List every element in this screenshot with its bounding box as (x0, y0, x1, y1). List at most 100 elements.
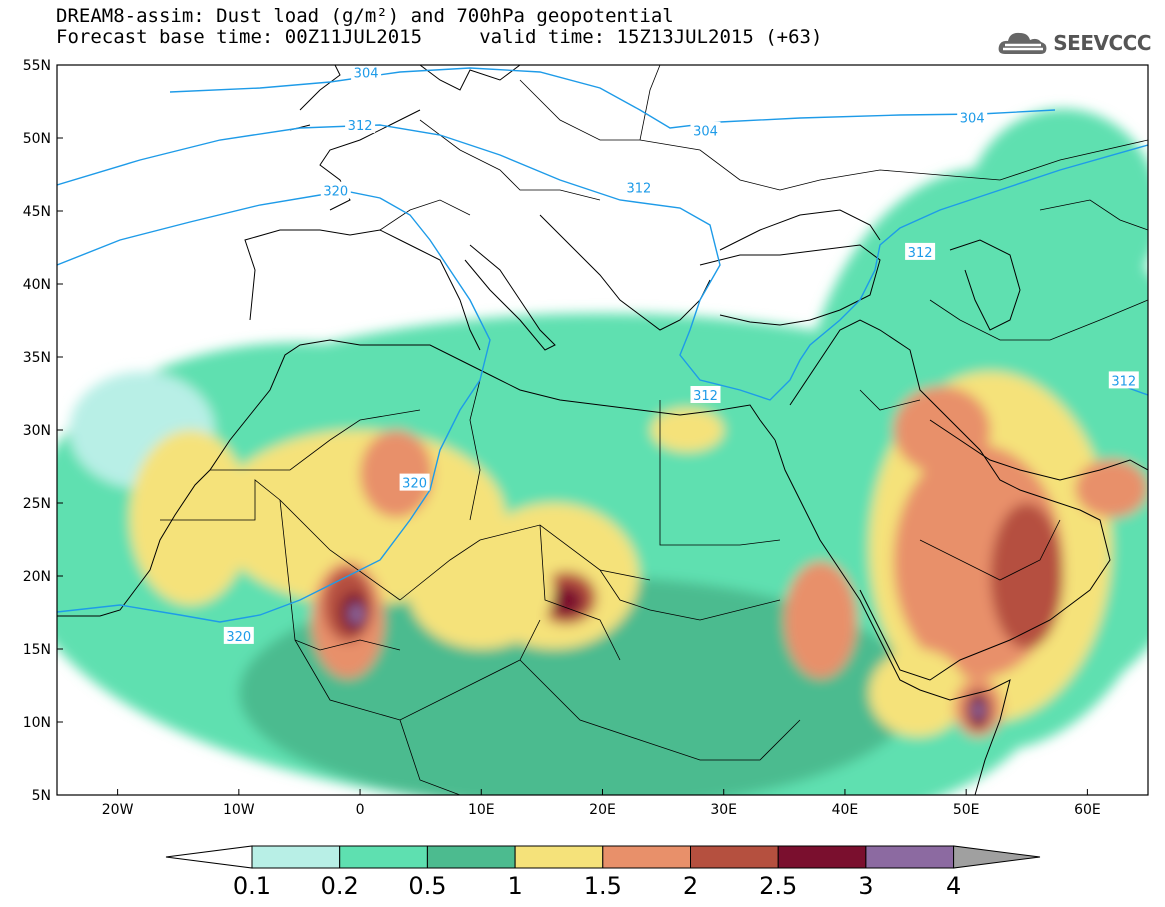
lat-tick-label: 25N (23, 496, 51, 512)
contour-label-bg (905, 242, 936, 260)
lat-tick-label: 50N (23, 131, 51, 147)
lon-tick-label: 0 (356, 802, 365, 818)
geopotential-contours (57, 67, 1148, 623)
cloud-logo-icon (998, 32, 1047, 54)
colorbar-label: 0.1 (233, 872, 271, 900)
coastline-italy (464, 244, 556, 351)
lat-tick-label: 5N (32, 788, 51, 804)
coastline-persian-gulf (929, 419, 1148, 481)
lat-tick-label: 40N (23, 277, 51, 293)
coastline-scandinavia (419, 65, 521, 91)
contour-304 (169, 67, 1056, 129)
contour-label-bg (351, 63, 382, 81)
contour-320 (57, 191, 491, 623)
colorbar-label: 3 (858, 872, 873, 900)
contour-label: 304 (354, 66, 379, 81)
dust-region (360, 430, 433, 518)
dust-region (1075, 459, 1148, 518)
lon-tick-label: 30E (710, 802, 737, 818)
lat-tick-label: 30N (23, 423, 51, 439)
dust-region (129, 429, 251, 606)
contour-label-bg (623, 178, 654, 196)
coastline-caspian (949, 239, 1021, 331)
dust-region (869, 649, 967, 737)
contour-label: 312 (1111, 374, 1136, 389)
dust-region (972, 701, 985, 720)
contour-label-bg (690, 386, 721, 403)
dust-region (966, 108, 1148, 314)
dust-field (57, 108, 1148, 795)
colorbar-label: 0.2 (321, 872, 359, 900)
coastline-africa-east (774, 439, 1011, 795)
colorbar-swatch (602, 845, 691, 869)
dust-region (990, 503, 1064, 649)
dust-region (549, 586, 584, 616)
lon-tick-label: 10W (223, 802, 255, 818)
contour-label-bg (320, 181, 351, 199)
dust-region (408, 532, 554, 649)
contour-label-bg (690, 121, 721, 139)
coastline-balkans (539, 214, 711, 331)
coastline-turkey (699, 244, 881, 326)
coastline-africa-west (57, 339, 776, 617)
colorbar-swatch (426, 845, 516, 869)
contour-label: 312 (908, 246, 933, 261)
coastline-arabia (789, 319, 1111, 681)
lat-tick-label: 20N (23, 569, 51, 585)
lat-tick-label: 55N (23, 58, 51, 74)
brand-name: SEEVCCC (1053, 31, 1151, 55)
contour-label-bg (957, 108, 988, 126)
colorbar-label: 0.5 (408, 872, 446, 900)
contour-label: 304 (693, 125, 718, 140)
contour-label-bg (399, 473, 430, 491)
longitude-axis: 20W 10W 0 10E 20E 30E 40E 50E 60E (102, 789, 1101, 818)
contour-label: 320 (323, 185, 348, 200)
colorbar-swatch (251, 845, 341, 869)
contour-labels: 304 304 304 312 312 312 312 312 320 320 320 (223, 63, 1139, 645)
coastline-black-sea (719, 209, 881, 251)
brand-logo: SEEVCCC (997, 28, 1151, 58)
colorbar-label: 2.5 (759, 872, 797, 900)
colorbar-label: 1 (507, 872, 522, 900)
contour-label: 312 (626, 182, 651, 197)
colorbar: 0.1 0.2 0.5 1 1.5 2 2.5 3 4 (165, 845, 1041, 900)
contour-label: 304 (960, 112, 985, 127)
contour-label-bg (1108, 371, 1139, 389)
lon-tick-label: 10E (468, 802, 495, 818)
colorbar-swatch (690, 845, 779, 869)
lat-tick-label: 45N (23, 204, 51, 220)
country-borders (160, 65, 1148, 795)
contour-label: 320 (402, 477, 427, 492)
dust-region (784, 561, 858, 679)
map-title: DREAM8-assim: Dust load (g/m²) and 700hP… (56, 5, 674, 27)
lat-tick-label: 10N (23, 715, 51, 731)
colorbar-label: 4 (946, 872, 961, 900)
dust-region (893, 386, 991, 474)
lat-tick-label: 15N (23, 642, 51, 658)
colorbar-swatch (865, 845, 955, 869)
forecast-time: Forecast base time: 00Z11JUL2015 valid t… (56, 26, 823, 48)
colorbar-swatch (514, 845, 604, 869)
lon-tick-label: 40E (832, 802, 859, 818)
colorbar-under-arrow (165, 845, 253, 869)
contour-label-bg (223, 626, 254, 644)
colorbar-swatch (339, 845, 428, 869)
contour-label: 320 (226, 630, 251, 645)
dust-region (239, 576, 918, 795)
latitude-axis: 55N 50N 45N 40N 35N 30N 25N 20N 15N 10N 5N (23, 58, 63, 804)
contour-label-bg (345, 115, 376, 133)
dust-region (349, 603, 364, 625)
colorbar-over-arrow (953, 845, 1041, 869)
contour-312 (57, 124, 1148, 401)
contour-label: 312 (693, 389, 718, 404)
colorbar-label: 2 (683, 872, 698, 900)
colorbar-label: 1.5 (584, 872, 622, 900)
dust-region (651, 408, 724, 452)
colorbar-swatch (777, 845, 867, 869)
lat-tick-label: 35N (23, 350, 51, 366)
contour-label: 312 (348, 119, 373, 134)
lon-tick-label: 20W (102, 802, 134, 818)
lon-tick-label: 60E (1074, 802, 1101, 818)
lon-tick-label: 50E (953, 802, 980, 818)
